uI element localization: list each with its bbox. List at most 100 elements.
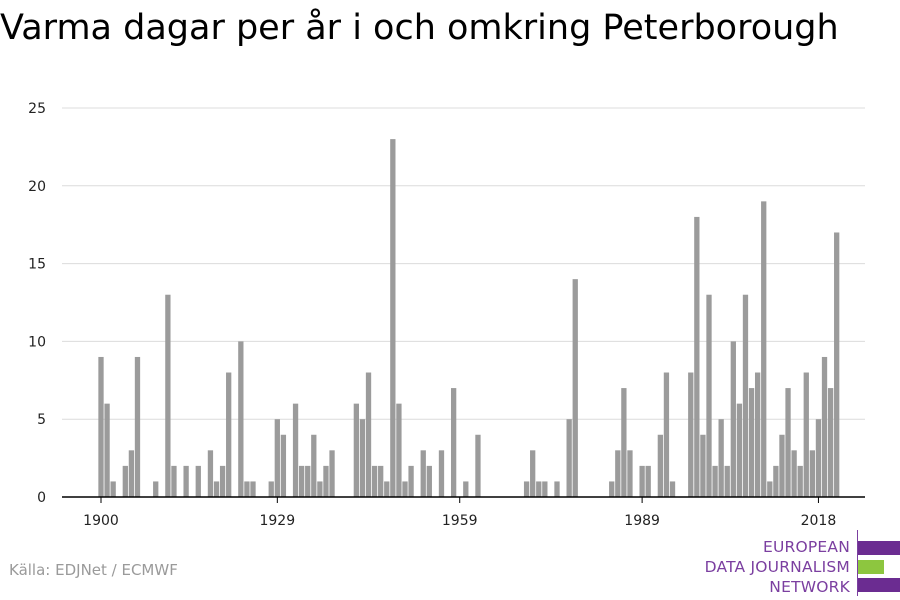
y-tick-label-15: 15: [28, 257, 46, 273]
bar-1978: [572, 279, 578, 497]
bar-1930: [280, 434, 287, 497]
bar-1921: [226, 372, 232, 497]
bar-2012: [779, 434, 785, 497]
bar-1905: [128, 450, 135, 497]
bar-2008: [754, 372, 761, 497]
logo-bar-purple-top: [858, 541, 900, 555]
bar-1951: [408, 465, 414, 497]
x-tick-label-1900: 1900: [83, 513, 119, 529]
bar-1950: [402, 481, 408, 497]
bar-2017: [809, 450, 816, 497]
bar-1975: [554, 481, 560, 497]
bar-2005: [736, 403, 743, 497]
logo-divider: [857, 530, 858, 596]
logo-text-european: EUROPEAN: [762, 538, 850, 556]
bar-2013: [785, 388, 791, 497]
chart-title: Varma dagar per år i och omkring Peterbo…: [0, 8, 839, 48]
bar-2000: [706, 294, 712, 497]
bar-1943: [359, 419, 366, 497]
x-tick-label-2018: 2018: [801, 513, 837, 529]
y-tick-label-25: 25: [28, 101, 46, 117]
bar-1900: [98, 356, 104, 497]
bar-2019: [821, 356, 828, 497]
bar-2006: [742, 294, 749, 497]
y-tick-label-10: 10: [28, 334, 46, 350]
bar-1972: [536, 481, 542, 497]
bar-1999: [700, 434, 706, 497]
bar-1973: [542, 481, 548, 497]
bar-1962: [475, 434, 481, 497]
bar-1909: [153, 481, 159, 497]
bar-2015: [797, 465, 803, 497]
bar-1925: [250, 481, 256, 497]
bar-2003: [724, 465, 730, 497]
x-axis-labels: 1900 1929 1959 1989 2018: [83, 513, 836, 529]
bar-1953: [420, 450, 426, 497]
bar-2007: [748, 388, 755, 497]
bar-2009: [761, 201, 767, 498]
bar-1923: [238, 341, 244, 497]
bar-2002: [718, 419, 724, 497]
x-tick-label-1989: 1989: [624, 513, 660, 529]
bar-1932: [292, 403, 299, 497]
bar-1990: [645, 465, 651, 497]
bar-1901: [104, 403, 110, 497]
bar-1919: [213, 481, 220, 497]
bar-1987: [627, 450, 633, 497]
bar-1946: [378, 465, 384, 497]
bar-1947: [384, 481, 390, 497]
bar-1935: [311, 434, 317, 497]
bar-1912: [171, 465, 177, 497]
y-tick-label-20: 20: [28, 179, 46, 195]
bar-2011: [773, 465, 779, 497]
bar-1914: [183, 465, 189, 497]
bar-1929: [274, 419, 280, 497]
bar-1906: [134, 356, 141, 497]
bar-1997: [688, 372, 694, 497]
source-note: Källa: EDJNet / ECMWF: [9, 561, 178, 579]
x-axis-ticks: [100, 497, 819, 503]
bar-2018: [815, 419, 822, 497]
bar-1920: [219, 465, 226, 497]
logo-text-network: NETWORK: [769, 578, 850, 596]
bar-2021: [834, 232, 840, 498]
bar-2001: [712, 465, 718, 497]
bar-1985: [615, 450, 621, 497]
bar-1934: [305, 465, 311, 497]
y-tick-label-5: 5: [37, 412, 46, 428]
bar-1971: [530, 450, 536, 497]
bar-1933: [298, 465, 305, 497]
bar-1945: [371, 465, 378, 497]
bar-1949: [396, 403, 402, 497]
bar-1938: [329, 450, 335, 497]
edjnet-logo: EUROPEAN DATA JOURNALISM NETWORK: [700, 530, 900, 596]
bar-1992: [657, 434, 664, 497]
logo-text-data-journalism: DATA JOURNALISM: [704, 558, 850, 576]
bar-1956: [438, 450, 445, 497]
bar-1944: [365, 372, 372, 497]
bar-1994: [669, 481, 676, 497]
bar-chart: 0 5 10 15 20 25 1900 1929 1959 1989 2018: [28, 101, 865, 529]
y-tick-label-0: 0: [37, 490, 46, 506]
bar-1916: [195, 465, 201, 497]
bar-1911: [165, 294, 171, 497]
bar-1937: [323, 465, 329, 497]
bar-1986: [621, 388, 627, 497]
bar-1948: [390, 139, 396, 497]
bar-1936: [317, 481, 323, 497]
bar-2014: [791, 450, 797, 497]
bar-1954: [426, 465, 432, 497]
bar-1998: [694, 216, 700, 498]
bar-2004: [730, 341, 736, 497]
x-tick-label-1929: 1929: [259, 513, 295, 529]
bar-1977: [566, 419, 572, 497]
bar-1960: [463, 481, 469, 497]
bar-1918: [207, 450, 214, 497]
bar-1924: [244, 481, 250, 497]
bar-2010: [767, 481, 773, 497]
bar-1928: [268, 481, 274, 497]
bar-1958: [450, 388, 457, 497]
bar-1970: [523, 481, 530, 497]
bar-1902: [110, 481, 116, 497]
bar-1989: [639, 465, 645, 497]
